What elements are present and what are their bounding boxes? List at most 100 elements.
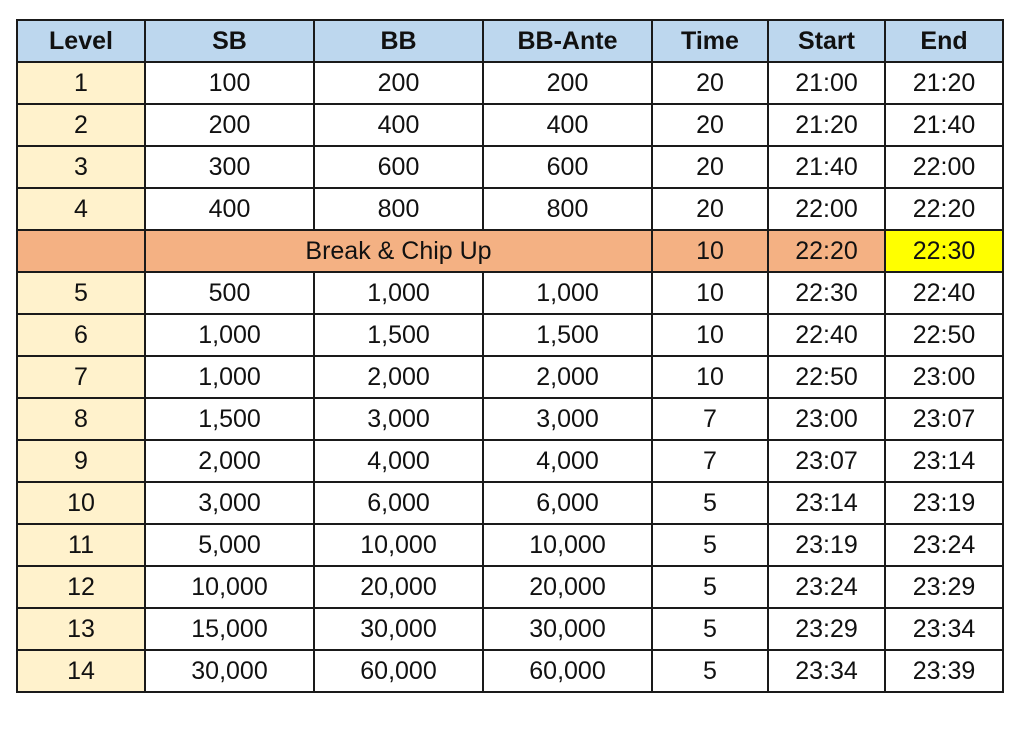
end-cell: 22:00: [884, 145, 1004, 189]
start-cell: 21:00: [767, 61, 886, 105]
bb-cell: 4,000: [313, 439, 484, 483]
bb-cell: 1,500: [313, 313, 484, 357]
header-level: Level: [16, 19, 146, 63]
bb-cell: 10,000: [313, 523, 484, 567]
end-cell: 23:29: [884, 565, 1004, 609]
bb-ante-cell: 4,000: [482, 439, 653, 483]
table-row: 2 200 400 400 20 21:20 21:40: [16, 103, 1004, 147]
sb-cell: 1,000: [144, 313, 315, 357]
end-cell: 23:34: [884, 607, 1004, 651]
start-cell: 23:19: [767, 523, 886, 567]
start-cell: 22:50: [767, 355, 886, 399]
sb-cell: 2,000: [144, 439, 315, 483]
level-cell: [16, 229, 146, 273]
table-row: 3 300 600 600 20 21:40 22:00: [16, 145, 1004, 189]
bb-ante-cell: 20,000: [482, 565, 653, 609]
header-start: Start: [767, 19, 886, 63]
start-cell: 23:34: [767, 649, 886, 693]
sb-cell: 500: [144, 271, 315, 315]
table-row: 11 5,000 10,000 10,000 5 23:19 23:24: [16, 523, 1004, 567]
bb-ante-cell: 200: [482, 61, 653, 105]
time-cell: 20: [651, 61, 769, 105]
bb-ante-cell: 1,500: [482, 313, 653, 357]
header-sb: SB: [144, 19, 315, 63]
table-row: 13 15,000 30,000 30,000 5 23:29 23:34: [16, 607, 1004, 651]
end-cell: 23:07: [884, 397, 1004, 441]
bb-ante-cell: 1,000: [482, 271, 653, 315]
sb-cell: 1,500: [144, 397, 315, 441]
bb-ante-cell: 2,000: [482, 355, 653, 399]
time-cell: 20: [651, 145, 769, 189]
time-cell: 7: [651, 439, 769, 483]
bb-cell: 600: [313, 145, 484, 189]
end-cell: 22:50: [884, 313, 1004, 357]
start-cell: 23:29: [767, 607, 886, 651]
sb-cell: 3,000: [144, 481, 315, 525]
time-cell: 7: [651, 397, 769, 441]
level-cell: 10: [16, 481, 146, 525]
end-cell: 21:40: [884, 103, 1004, 147]
table-row: 1 100 200 200 20 21:00 21:20: [16, 61, 1004, 105]
bb-cell: 20,000: [313, 565, 484, 609]
level-cell: 3: [16, 145, 146, 189]
header-row: Level SB BB BB-Ante Time Start End: [16, 19, 1004, 63]
bb-cell: 60,000: [313, 649, 484, 693]
table-row: 9 2,000 4,000 4,000 7 23:07 23:14: [16, 439, 1004, 483]
bb-ante-cell: 400: [482, 103, 653, 147]
level-cell: 14: [16, 649, 146, 693]
header-end: End: [884, 19, 1004, 63]
time-cell: 20: [651, 103, 769, 147]
bb-ante-cell: 60,000: [482, 649, 653, 693]
level-cell: 12: [16, 565, 146, 609]
sb-cell: 5,000: [144, 523, 315, 567]
table-row: 5 500 1,000 1,000 10 22:30 22:40: [16, 271, 1004, 315]
level-cell: 13: [16, 607, 146, 651]
start-cell: 22:20: [767, 229, 886, 273]
level-cell: 9: [16, 439, 146, 483]
table-row: 8 1,500 3,000 3,000 7 23:00 23:07: [16, 397, 1004, 441]
sb-cell: 10,000: [144, 565, 315, 609]
bb-ante-cell: 10,000: [482, 523, 653, 567]
level-cell: 4: [16, 187, 146, 231]
end-cell: 21:20: [884, 61, 1004, 105]
header-bb: BB: [313, 19, 484, 63]
sb-cell: 30,000: [144, 649, 315, 693]
table-row: 10 3,000 6,000 6,000 5 23:14 23:19: [16, 481, 1004, 525]
time-cell: 10: [651, 229, 769, 273]
time-cell: 5: [651, 649, 769, 693]
time-cell: 10: [651, 355, 769, 399]
bb-cell: 400: [313, 103, 484, 147]
time-cell: 20: [651, 187, 769, 231]
header-time: Time: [651, 19, 769, 63]
bb-cell: 800: [313, 187, 484, 231]
sb-cell: 15,000: [144, 607, 315, 651]
end-cell: 23:19: [884, 481, 1004, 525]
start-cell: 23:24: [767, 565, 886, 609]
end-cell: 23:00: [884, 355, 1004, 399]
bb-ante-cell: 600: [482, 145, 653, 189]
level-cell: 1: [16, 61, 146, 105]
start-cell: 21:40: [767, 145, 886, 189]
start-cell: 21:20: [767, 103, 886, 147]
time-cell: 5: [651, 481, 769, 525]
level-cell: 2: [16, 103, 146, 147]
start-cell: 23:14: [767, 481, 886, 525]
bb-ante-cell: 3,000: [482, 397, 653, 441]
table-row: 7 1,000 2,000 2,000 10 22:50 23:00: [16, 355, 1004, 399]
bb-cell: 200: [313, 61, 484, 105]
start-cell: 23:07: [767, 439, 886, 483]
header-bb-ante: BB-Ante: [482, 19, 653, 63]
blind-structure-table: Level SB BB BB-Ante Time Start End 1 100 2…: [16, 19, 1004, 693]
end-cell: 22:30: [884, 229, 1004, 273]
bb-ante-cell: 6,000: [482, 481, 653, 525]
level-cell: 11: [16, 523, 146, 567]
end-cell: 23:14: [884, 439, 1004, 483]
end-cell: 22:20: [884, 187, 1004, 231]
time-cell: 5: [651, 607, 769, 651]
level-cell: 7: [16, 355, 146, 399]
time-cell: 10: [651, 313, 769, 357]
bb-cell: 30,000: [313, 607, 484, 651]
end-cell: 23:24: [884, 523, 1004, 567]
sb-cell: 1,000: [144, 355, 315, 399]
sb-cell: 400: [144, 187, 315, 231]
